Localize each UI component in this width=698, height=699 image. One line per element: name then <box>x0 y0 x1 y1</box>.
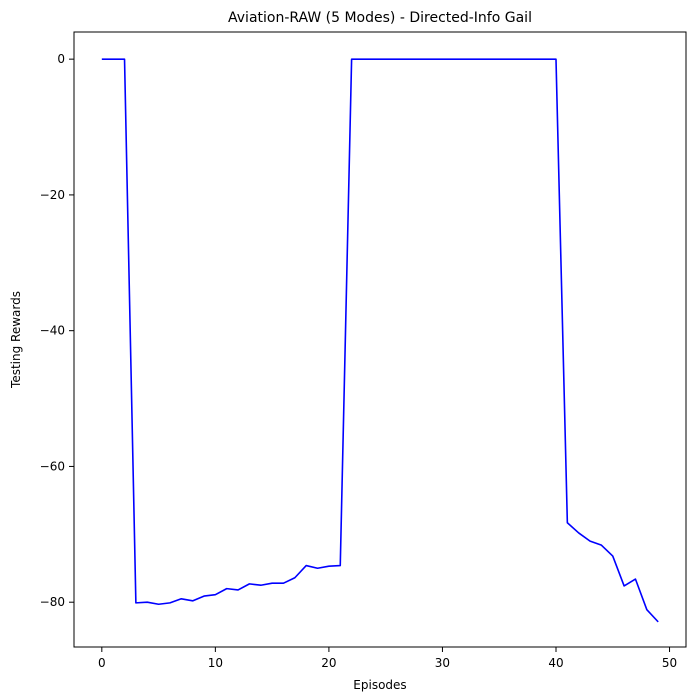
x-tick-label: 50 <box>662 656 677 670</box>
y-tick-label: −20 <box>40 188 65 202</box>
x-tick-label: 40 <box>548 656 563 670</box>
y-tick-label: −40 <box>40 324 65 338</box>
x-tick-label: 0 <box>98 656 106 670</box>
y-tick-label: 0 <box>57 52 65 66</box>
chart-title: Aviation-RAW (5 Modes) - Directed-Info G… <box>228 10 532 26</box>
x-axis-label: Episodes <box>353 678 406 692</box>
series-line <box>101 58 659 623</box>
y-axis-label: Testing Rewards <box>9 291 23 389</box>
y-axis: 0 −20 −40 −60 −80 <box>40 52 74 609</box>
plot-area: 0 10 20 30 40 50 0 −20 −40 −60 −80 <box>40 31 687 670</box>
y-tick-label: −80 <box>40 595 65 609</box>
x-tick-label: 30 <box>435 656 450 670</box>
x-axis: 0 10 20 30 40 50 <box>98 647 677 670</box>
y-tick-label: −60 <box>40 459 65 473</box>
x-tick-label: 20 <box>321 656 336 670</box>
plot-frame <box>73 31 687 648</box>
x-tick-label: 10 <box>208 656 223 670</box>
